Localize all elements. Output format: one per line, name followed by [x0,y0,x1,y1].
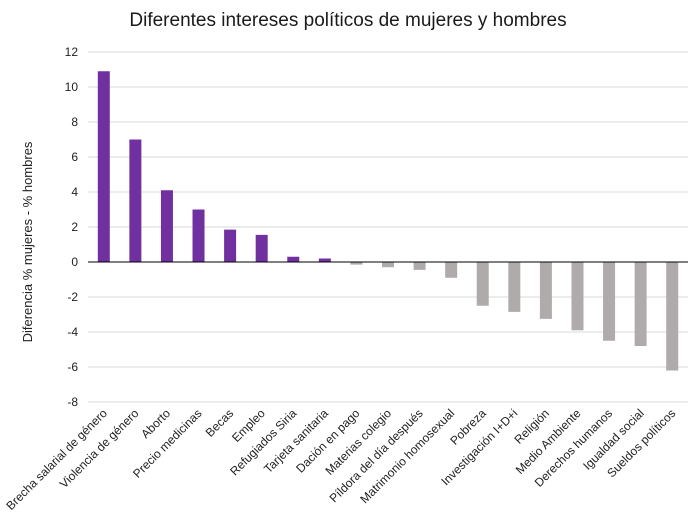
bar [603,262,616,341]
y-tick-label: -8 [67,395,78,409]
bars [97,71,679,371]
bar [97,71,110,262]
bar [539,262,552,319]
bar [666,262,679,371]
y-tick-label: 2 [71,220,78,234]
y-tick-label: 8 [71,115,78,129]
y-tick-label: -6 [67,360,78,374]
bar [413,262,426,270]
y-tick-label: 4 [71,185,78,199]
y-tick-label: -2 [67,290,78,304]
y-tick-label: 12 [65,45,79,59]
y-axis-ticks: 12 10 8 6 4 2 0 -2 -4 -6 -8 [65,45,79,409]
y-axis-title: Diferencia % mujeres - % hombres [20,141,35,342]
bar [571,262,584,331]
bar [382,262,394,268]
y-tick-label: 6 [71,150,78,164]
bar [160,190,173,262]
bar [318,258,331,262]
y-tick-label: 10 [65,80,79,94]
bar [508,262,521,312]
gridlines [88,51,688,403]
bar [634,262,647,346]
chart-title: Diferentes intereses políticos de mujere… [129,10,567,31]
bar [287,256,300,262]
bar [350,262,363,265]
y-tick-label: 0 [71,255,78,269]
bar [445,262,458,278]
bar [476,262,489,306]
bar [192,209,205,262]
bar [224,229,237,262]
y-tick-label: -4 [67,325,78,339]
bar [129,139,142,262]
bar [255,234,268,262]
